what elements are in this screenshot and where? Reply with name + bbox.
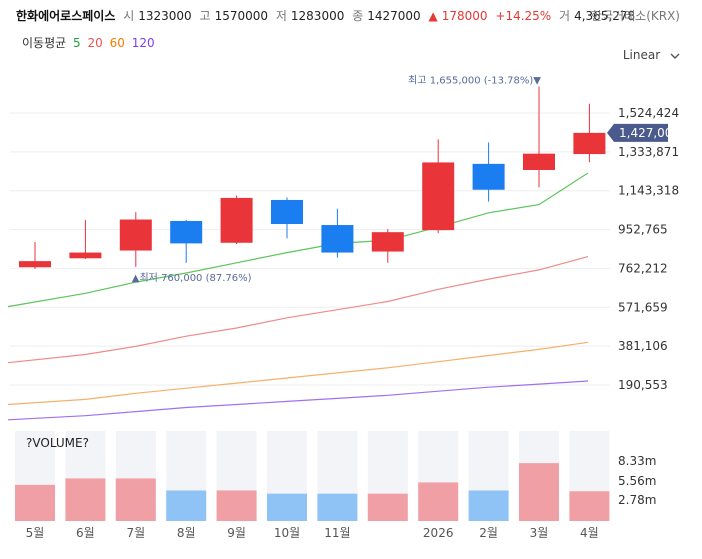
open-value: 1323000 — [138, 9, 192, 23]
low-label: 저 — [275, 9, 287, 23]
volume-bar — [216, 490, 257, 521]
volume-title: ?VOLUME? — [26, 436, 89, 450]
y-tick-label: 190,553 — [618, 378, 668, 392]
candle-body — [170, 220, 203, 244]
volume-bar — [166, 490, 207, 521]
y-tick-label: 952,765 — [618, 223, 668, 237]
stock-header: 한화에어로스페이스 시 1323000 고 1570000 저 1283000 종 14… — [16, 7, 696, 25]
candle-body — [119, 219, 152, 251]
high-label: 고 — [199, 9, 211, 23]
x-tick-label: 11월 — [324, 526, 350, 540]
moving-average-legend[interactable]: 이동평균 5 20 60 120 — [22, 34, 158, 51]
y-tick-label: 1,524,424 — [618, 106, 679, 120]
ma-60-line — [7, 341, 589, 406]
candle-body — [422, 162, 455, 231]
candle-body — [220, 197, 253, 243]
y-tick-label: 571,659 — [618, 300, 668, 314]
stock-name: 한화에어로스페이스 — [16, 9, 116, 23]
current-price-tag — [607, 123, 668, 142]
min-price-annotation: ▲최저 760,000 (87.76%) — [132, 272, 252, 284]
close-value: 1427000 — [367, 9, 421, 23]
ma-60-label: 60 — [109, 36, 125, 50]
high-value: 1570000 — [214, 9, 269, 23]
ma-20-label: 20 — [87, 36, 103, 50]
volume-tick-label: 2.78m — [618, 493, 656, 507]
change-arrow-icon: ▲ — [428, 9, 438, 23]
volume-bar — [468, 490, 509, 521]
candle-body — [19, 261, 51, 268]
x-tick-label: 2월 — [479, 526, 498, 540]
change-value: 178000 — [441, 9, 488, 23]
x-tick-label: 4월 — [580, 526, 599, 540]
candle-body — [271, 199, 303, 225]
x-tick-label: 5월 — [26, 526, 45, 540]
volume-value: 4,365,278 — [574, 9, 636, 23]
volume-bar — [65, 478, 106, 521]
volume-bar — [115, 478, 156, 521]
volume-label: 거 — [559, 9, 571, 23]
x-tick-label: 10월 — [274, 526, 300, 540]
max-price-annotation: 최고 1,655,000 (-13.78%)▼ — [408, 74, 541, 86]
x-tick-label: 9월 — [227, 526, 246, 540]
exchange-name: 한국거래소(KRX) — [591, 9, 680, 23]
candle-body — [573, 132, 606, 155]
volume-tick-label: 8.33m — [618, 454, 656, 468]
y-tick-label: 762,212 — [618, 261, 668, 275]
x-tick-label: 8월 — [177, 526, 196, 540]
low-value: 1283000 — [290, 9, 345, 23]
ma-120-label: 120 — [131, 36, 155, 50]
current-price-label: 1,427,000 — [619, 126, 680, 140]
close-label: 종 — [352, 9, 364, 23]
y-tick-label: 1,143,318 — [618, 184, 679, 198]
x-tick-label: 2026 — [423, 526, 454, 540]
ma-5-label: 5 — [73, 36, 81, 50]
ma-20-line — [7, 256, 589, 364]
y-tick-label: 381,106 — [618, 339, 668, 353]
volume-tick-label: 5.56m — [618, 474, 656, 488]
chevron-down-icon — [670, 53, 680, 59]
volume-bar — [267, 493, 307, 521]
y-tick-label: 1,333,871 — [618, 145, 679, 159]
volume-bar — [367, 493, 408, 521]
scale-select-value: Linear — [622, 48, 661, 62]
ma-legend-label: 이동평균 — [22, 36, 67, 50]
x-tick-label: 6월 — [76, 526, 95, 540]
volume-bar — [519, 463, 559, 521]
x-tick-label: 7월 — [126, 526, 145, 540]
volume-bar — [418, 482, 459, 521]
scale-select[interactable]: Linear — [623, 48, 680, 62]
candle-body — [472, 163, 505, 190]
candle-body — [321, 225, 354, 253]
volume-bar — [317, 493, 358, 521]
volume-bar — [15, 484, 55, 521]
ma-120-line — [7, 380, 589, 421]
open-label: 시 — [123, 9, 135, 23]
candle-body — [69, 252, 102, 259]
ma-5-line — [7, 172, 589, 308]
change-percent: +14.25% — [495, 9, 552, 23]
volume-bar — [569, 491, 610, 521]
candle-body — [523, 153, 555, 170]
x-tick-label: 3월 — [530, 526, 549, 540]
candle-body — [371, 232, 404, 252]
